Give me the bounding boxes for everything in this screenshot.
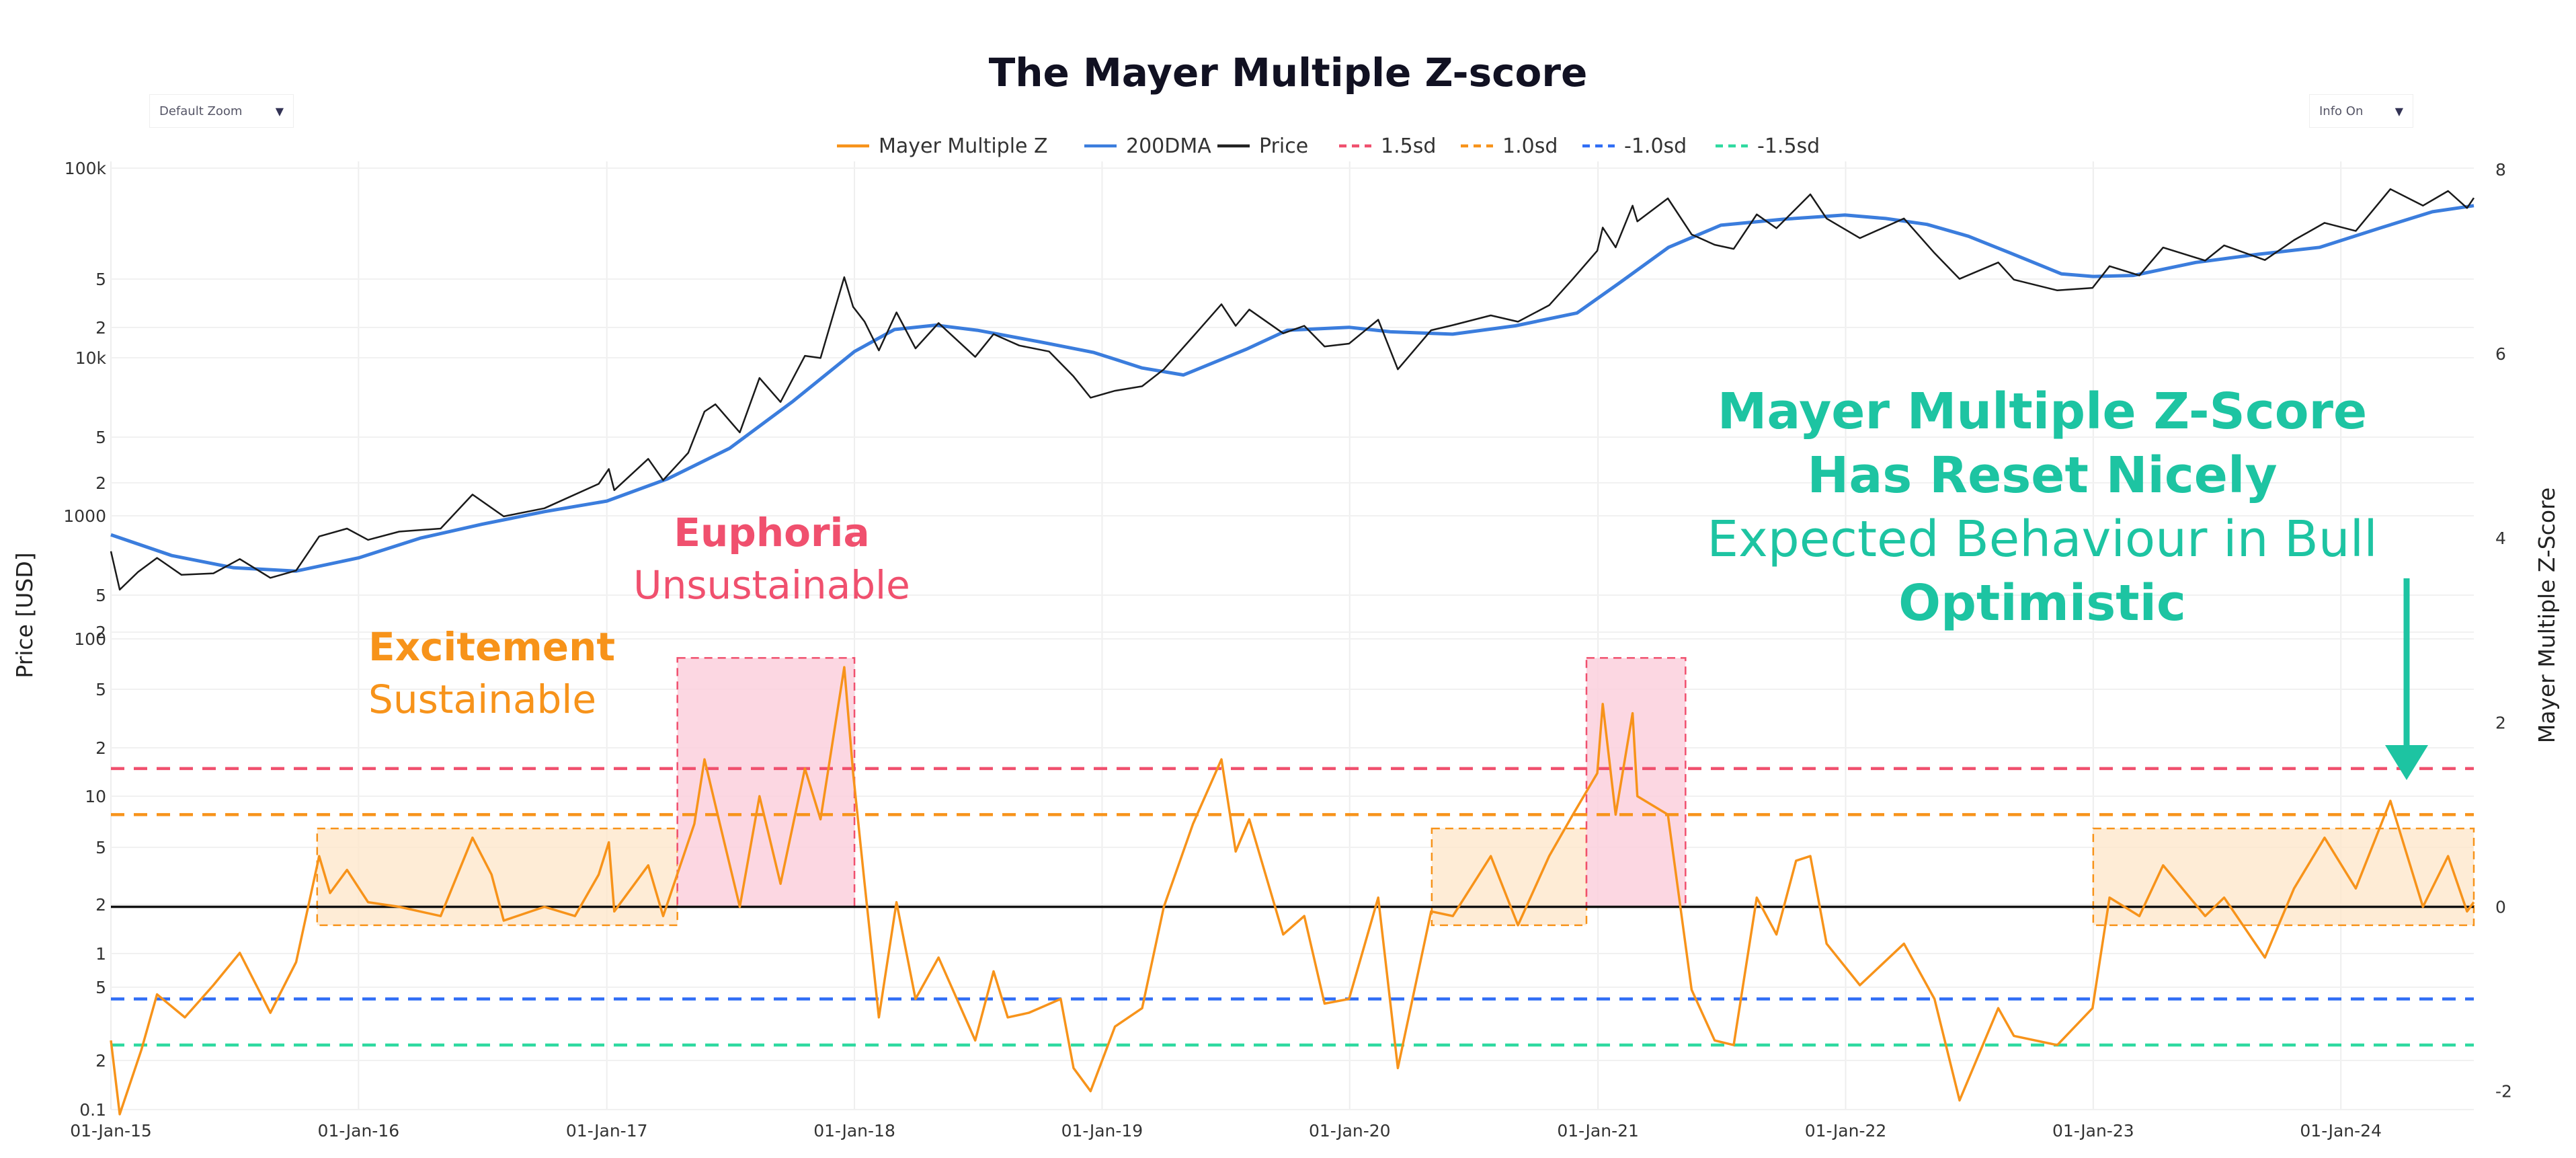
legend-item: -1.5sd bbox=[1716, 134, 1820, 158]
left-tick-label: 5 bbox=[95, 586, 106, 605]
legend-label: 1.0sd bbox=[1502, 134, 1558, 158]
legend-item: -1.0sd bbox=[1582, 134, 1687, 158]
reset-heading-line2: Has Reset Nicely bbox=[1807, 447, 2277, 504]
left-tick-label: 2 bbox=[95, 1051, 106, 1071]
grid bbox=[110, 161, 2474, 1110]
x-tick-label: 01-Jan-21 bbox=[1557, 1121, 1639, 1141]
euphoria-label: Euphoria bbox=[674, 510, 869, 555]
triangle-down-icon: ▼ bbox=[275, 104, 284, 118]
left-tick-label: 100k bbox=[65, 159, 107, 178]
right-tick-label: 6 bbox=[2495, 344, 2506, 364]
series-lines bbox=[110, 188, 2475, 1116]
triangle-down-icon: ▼ bbox=[2394, 104, 2403, 118]
dma200-line bbox=[110, 204, 2474, 573]
left-tick-label: 5 bbox=[95, 270, 106, 289]
reset-subtext-line: Expected Behaviour in Bull bbox=[1707, 510, 2378, 568]
left-tick-label: 10 bbox=[85, 787, 106, 806]
x-tick-label: 01-Jan-18 bbox=[813, 1121, 895, 1141]
legend-label: Price bbox=[1259, 134, 1308, 158]
info-dropdown-label: Info On bbox=[2319, 104, 2364, 118]
x-tick-label: 01-Jan-22 bbox=[1805, 1121, 1887, 1141]
left-tick-label: 1 bbox=[95, 944, 106, 964]
legend-item: 200DMA bbox=[1084, 134, 1211, 158]
highlight-boxes bbox=[316, 657, 2475, 927]
legend-label: Mayer Multiple Z bbox=[879, 134, 1048, 158]
legend-item: Price bbox=[1217, 134, 1308, 158]
right-tick-label: 4 bbox=[2495, 529, 2506, 548]
excitement-box bbox=[316, 827, 678, 927]
right-axis-title: Mayer Multiple Z-Score bbox=[2534, 488, 2560, 744]
x-tick-label: 01-Jan-19 bbox=[1061, 1121, 1143, 1141]
right-tick-label: 0 bbox=[2495, 897, 2506, 917]
left-tick-label: 2 bbox=[95, 895, 106, 915]
excitement-sublabel: Sustainable bbox=[368, 677, 596, 722]
zoom-dropdown[interactable]: Default Zoom ▼ bbox=[149, 94, 294, 128]
x-tick-label: 01-Jan-15 bbox=[70, 1121, 152, 1141]
mayer-z-line bbox=[110, 666, 2475, 1116]
left-tick-label: 10k bbox=[75, 348, 107, 368]
left-tick-label: 2 bbox=[95, 318, 106, 338]
left-tick-label: 5 bbox=[95, 978, 106, 997]
left-tick-label: 100 bbox=[74, 629, 106, 649]
x-tick-label: 01-Jan-16 bbox=[318, 1121, 400, 1141]
euphoria-sublabel: Unsustainable bbox=[633, 562, 910, 608]
legend-label: -1.0sd bbox=[1624, 134, 1687, 158]
chart-title: The Mayer Multiple Z-score bbox=[989, 50, 1588, 95]
right-tick-label: 2 bbox=[2495, 713, 2506, 732]
left-tick-label: 5 bbox=[95, 680, 106, 699]
price-line bbox=[110, 188, 2475, 591]
legend-item: 1.5sd bbox=[1339, 134, 1436, 158]
reset-heading-line1: Mayer Multiple Z-Score bbox=[1718, 383, 2367, 440]
left-tick-label: 5 bbox=[95, 838, 106, 857]
left-tick-label: 1000 bbox=[63, 506, 106, 526]
legend-item: 1.0sd bbox=[1461, 134, 1558, 158]
right-tick-label: 8 bbox=[2495, 160, 2506, 180]
legend-label: 1.5sd bbox=[1381, 134, 1436, 158]
euphoria-box bbox=[676, 657, 856, 908]
legend-label: -1.5sd bbox=[1757, 134, 1820, 158]
left-tick-label: 2 bbox=[95, 738, 106, 758]
zoom-dropdown-label: Default Zoom bbox=[159, 104, 243, 118]
axis-ticks: 01-Jan-15 01-Jan-16 01-Jan-17 01-Jan-18 01-J… bbox=[63, 159, 2512, 1141]
excitement-label: Excitement bbox=[368, 624, 615, 670]
right-tick-label: -2 bbox=[2495, 1082, 2512, 1102]
x-tick-label: 01-Jan-17 bbox=[566, 1121, 648, 1141]
arrow-down-icon bbox=[2385, 578, 2428, 780]
left-axis-title: Price [USD] bbox=[11, 552, 38, 678]
info-dropdown[interactable]: Info On ▼ bbox=[2309, 94, 2413, 128]
reset-optimistic-line: Optimistic bbox=[1898, 574, 2186, 632]
legend-item: Mayer Multiple Z bbox=[837, 134, 1048, 158]
left-tick-label: 5 bbox=[95, 428, 106, 447]
left-tick-label: 2 bbox=[95, 623, 106, 642]
x-tick-label: 01-Jan-20 bbox=[1309, 1121, 1391, 1141]
legend-label: 200DMA bbox=[1126, 134, 1211, 158]
left-tick-label: 0.1 bbox=[79, 1100, 106, 1120]
reference-lines bbox=[111, 767, 2474, 1047]
legend: Mayer Multiple Z 200DMA Price 1.5sd 1.0sd -1.… bbox=[837, 134, 1820, 158]
left-tick-label: 2 bbox=[95, 473, 106, 493]
x-tick-label: 01-Jan-24 bbox=[2300, 1121, 2382, 1141]
x-tick-label: 01-Jan-23 bbox=[2052, 1121, 2134, 1141]
